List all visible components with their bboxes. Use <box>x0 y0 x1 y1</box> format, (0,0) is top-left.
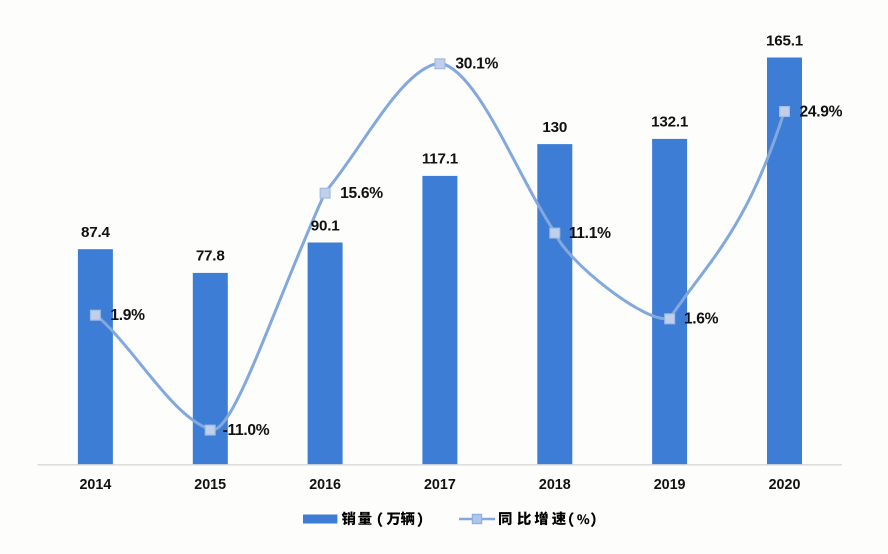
svg-text:30.1%: 30.1% <box>455 56 498 73</box>
svg-text:2018: 2018 <box>539 477 571 493</box>
svg-text:2016: 2016 <box>309 477 341 493</box>
svg-text:77.8: 77.8 <box>196 248 225 265</box>
svg-text:11.1%: 11.1% <box>569 225 611 242</box>
svg-text:15.6%: 15.6% <box>340 185 383 202</box>
svg-text:165.1: 165.1 <box>766 32 804 49</box>
svg-text:132.1: 132.1 <box>651 114 689 131</box>
svg-text:2017: 2017 <box>424 477 456 493</box>
svg-text:2015: 2015 <box>194 477 226 493</box>
svg-text:87.4: 87.4 <box>81 224 111 241</box>
svg-text:90.1: 90.1 <box>311 217 341 234</box>
svg-text:2019: 2019 <box>654 477 686 493</box>
svg-text:1.6%: 1.6% <box>684 311 719 328</box>
svg-text:2020: 2020 <box>769 477 801 493</box>
svg-text:117.1: 117.1 <box>422 151 459 168</box>
svg-text:130: 130 <box>542 119 567 136</box>
svg-text:-11.0%: -11.0% <box>223 422 270 439</box>
svg-text:2014: 2014 <box>79 477 111 493</box>
svg-text:24.9%: 24.9% <box>800 103 843 120</box>
svg-text:1.9%: 1.9% <box>110 307 145 324</box>
